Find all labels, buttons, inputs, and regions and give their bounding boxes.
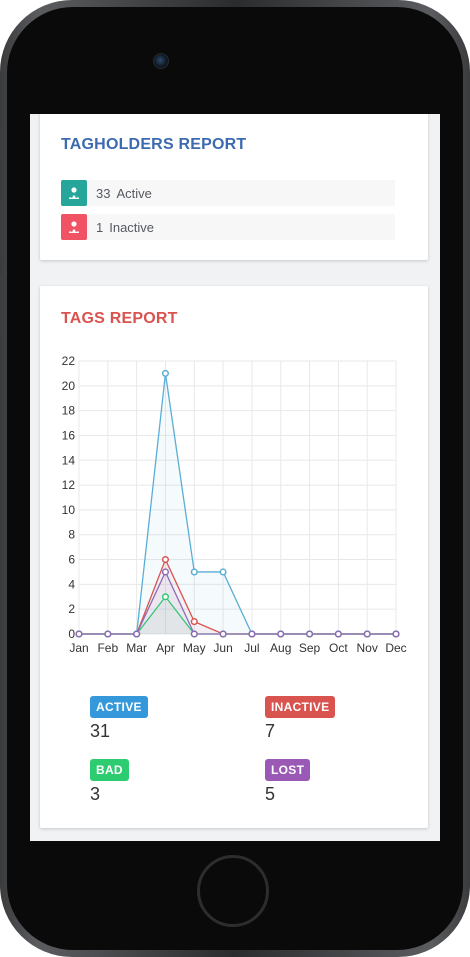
legend-active: ACTIVE 31 xyxy=(90,696,148,742)
legend-bad: BAD 3 xyxy=(90,759,129,805)
legend-lost: LOST 5 xyxy=(265,759,311,805)
data-point-lost xyxy=(334,630,342,638)
mute-switch xyxy=(0,130,4,160)
data-point-lost xyxy=(248,630,256,638)
data-point-lost xyxy=(190,630,198,638)
tags-report-title: TAGS REPORT xyxy=(61,310,178,327)
data-point-active xyxy=(161,369,170,377)
series-line-lost xyxy=(79,570,396,635)
x-tick-label: Sep xyxy=(299,641,321,655)
y-tick-label: 8 xyxy=(68,528,75,542)
user-group-icon xyxy=(61,214,87,240)
y-tick-label: 16 xyxy=(62,428,76,442)
tagholder-row-active: 33 Active xyxy=(61,180,395,206)
x-tick-label: Aug xyxy=(270,641,291,655)
data-point-inactive xyxy=(190,618,198,626)
tagholders-report-title: TAGHOLDERS REPORT xyxy=(61,136,247,153)
legend-inactive: INACTIVE 7 xyxy=(265,696,336,742)
data-point-lost xyxy=(392,630,400,638)
tagholders-report-card: TAGHOLDERS REPORT 33 Active 1 Inactive xyxy=(40,114,428,260)
inactive-holder-label: Inactive xyxy=(109,220,155,235)
inactive-holder-count: 1 xyxy=(96,220,104,235)
power-button xyxy=(466,200,470,280)
active-total: 31 xyxy=(90,721,111,741)
x-tick-label: Jan xyxy=(69,641,88,655)
data-point-active xyxy=(219,568,227,576)
user-group-icon xyxy=(61,180,87,206)
data-point-lost xyxy=(161,568,170,576)
data-point-lost xyxy=(104,630,112,638)
series-line-active xyxy=(79,373,396,635)
volume-up-button xyxy=(0,200,4,258)
y-tick-label: 2 xyxy=(68,602,75,616)
series-area-lost xyxy=(79,571,396,634)
active-badge: ACTIVE xyxy=(90,696,148,718)
data-point-active xyxy=(190,568,198,576)
bad-total: 3 xyxy=(90,784,101,804)
data-point-lost xyxy=(133,630,141,638)
data-point-lost xyxy=(219,630,227,638)
x-tick-label: Nov xyxy=(357,641,378,655)
front-camera xyxy=(153,53,169,69)
bad-badge: BAD xyxy=(90,759,129,781)
lost-badge: LOST xyxy=(265,759,311,781)
x-tick-label: Apr xyxy=(156,641,175,655)
series-area-active xyxy=(79,373,396,634)
y-tick-label: 20 xyxy=(62,379,76,393)
x-tick-label: Jul xyxy=(244,641,259,655)
data-point-inactive xyxy=(161,555,170,564)
tags-report-card: TAGS REPORT 0 2 4 6 8 10 12 14 16 18 20 22 Jan Feb Mar… xyxy=(40,286,428,828)
y-tick-label: 6 xyxy=(68,553,75,567)
volume-down-button xyxy=(0,275,4,333)
series-area-bad xyxy=(79,596,396,634)
x-tick-label: Oct xyxy=(329,641,348,655)
x-tick-label: Feb xyxy=(97,641,118,655)
y-tick-label: 0 xyxy=(68,627,75,641)
x-tick-label: Jun xyxy=(213,641,232,655)
tags-line-chart: 0 2 4 6 8 10 12 14 16 18 20 22 Jan Feb Mar Apr May Jun Jul… xyxy=(62,354,407,655)
y-tick-label: 18 xyxy=(62,404,76,418)
x-tick-label: May xyxy=(183,641,206,655)
tagholder-row-inactive: 1 Inactive xyxy=(61,214,395,240)
active-holder-count: 33 xyxy=(96,186,111,201)
data-point-lost xyxy=(305,630,314,638)
inactive-badge: INACTIVE xyxy=(265,696,336,718)
data-point-lost xyxy=(363,630,371,638)
data-point-lost xyxy=(277,630,285,638)
x-tick-label: Mar xyxy=(126,641,147,655)
y-tick-label: 10 xyxy=(62,503,76,517)
y-tick-label: 22 xyxy=(62,354,76,368)
x-tick-label: Dec xyxy=(385,641,406,655)
home-button xyxy=(197,855,269,927)
y-tick-label: 4 xyxy=(68,577,75,591)
y-tick-label: 12 xyxy=(62,478,76,492)
data-point-bad xyxy=(161,593,170,601)
lost-total: 5 xyxy=(265,784,276,804)
active-holder-label: Active xyxy=(116,186,152,201)
app-screen: TAGHOLDERS REPORT 33 Active 1 Inactive TAG… xyxy=(30,114,440,841)
y-tick-label: 14 xyxy=(62,453,76,467)
inactive-total: 7 xyxy=(265,721,276,741)
data-point-lost xyxy=(75,630,83,638)
